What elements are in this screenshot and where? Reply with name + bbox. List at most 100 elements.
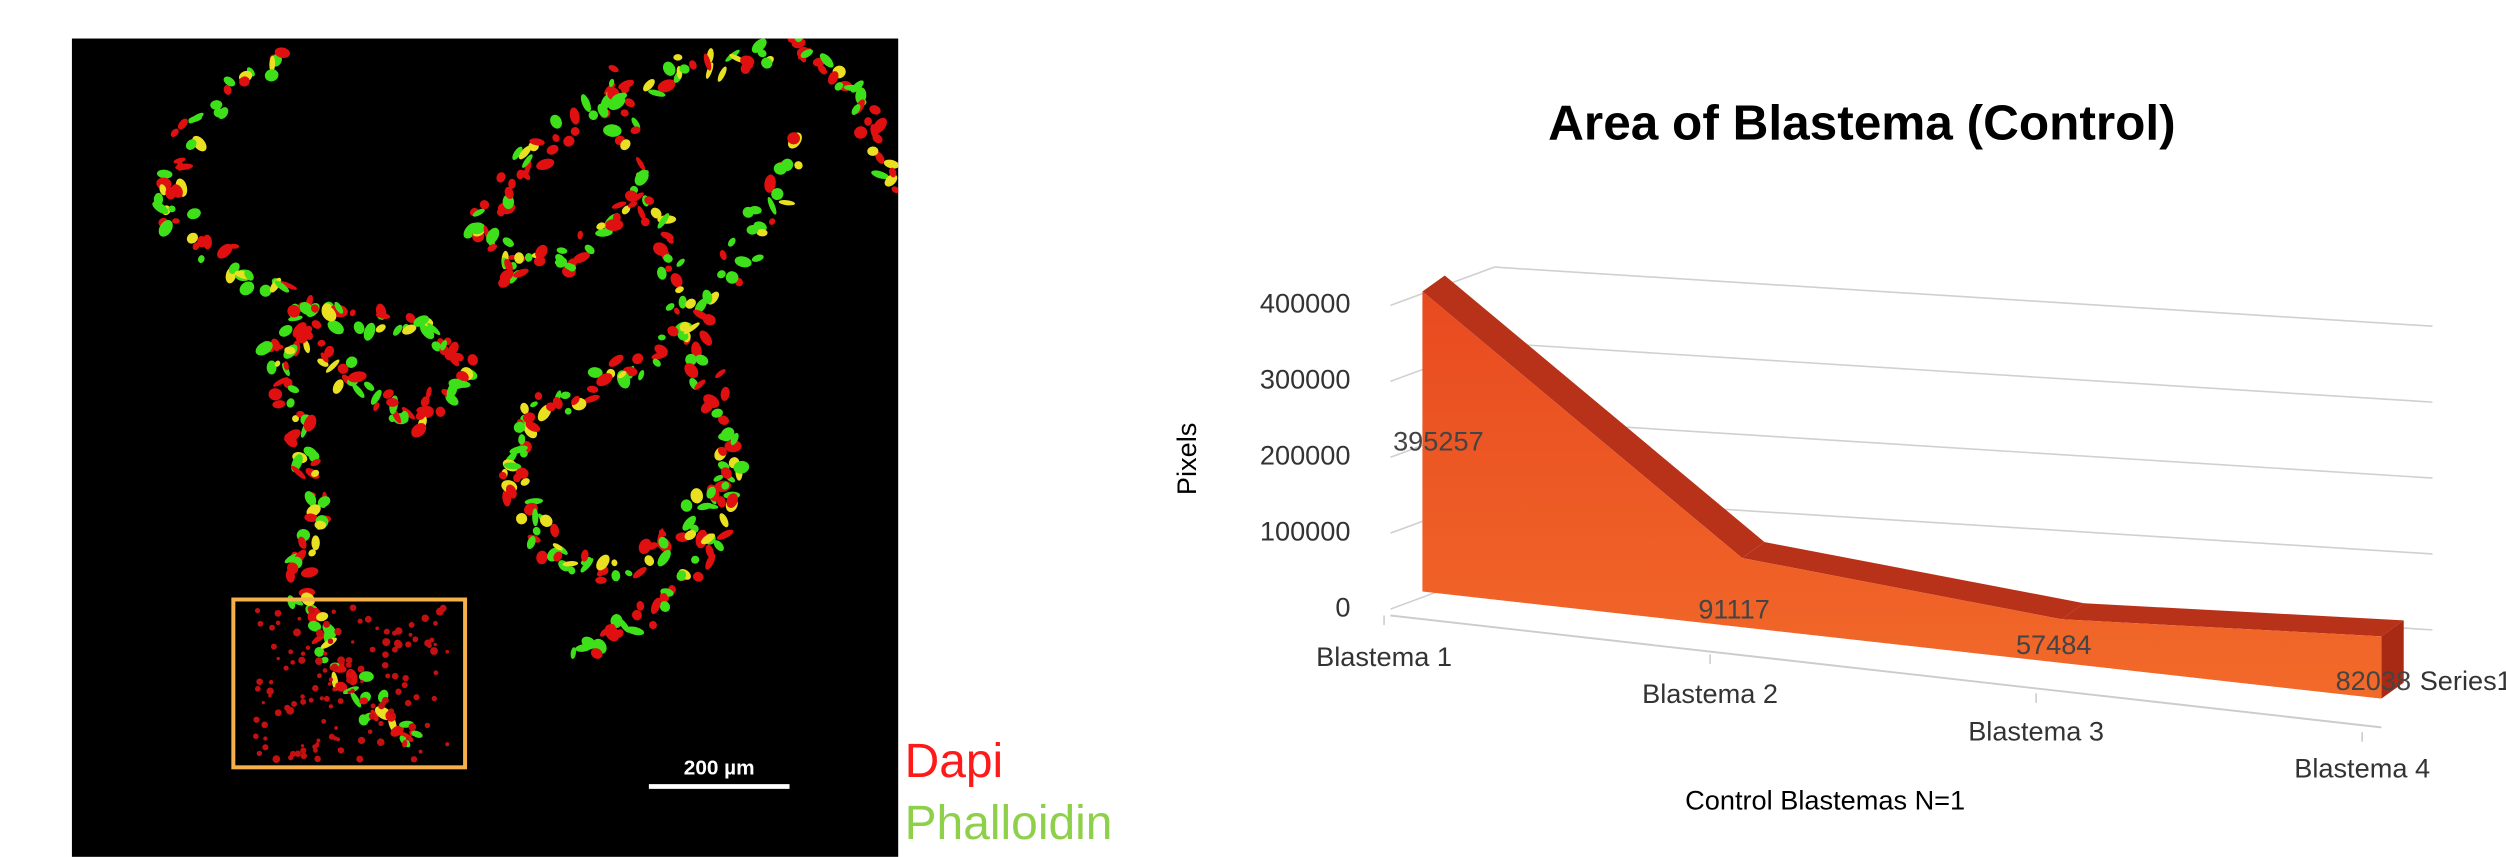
tissue-speck — [402, 682, 408, 688]
page: {"image": {"scale_bar": "200 µm", "label… — [0, 0, 2506, 857]
tissue-speck — [375, 627, 379, 631]
tissue-speck — [409, 633, 413, 637]
x-tick-label: Blastema 1 — [1316, 641, 1452, 672]
tissue-speck — [312, 744, 317, 749]
tissue-speck — [385, 673, 390, 678]
tissue-speck — [323, 668, 328, 673]
tissue-speck — [309, 698, 314, 703]
y-tick-label: 200000 — [1260, 439, 1351, 470]
tissue-speck — [405, 641, 411, 647]
tissue-speck — [311, 535, 319, 550]
tissue-speck — [329, 678, 333, 682]
tissue-speck — [382, 651, 389, 658]
tissue-speck — [392, 673, 399, 680]
tissue-speck — [358, 619, 363, 624]
tissue-speck — [673, 54, 682, 60]
tissue-speck — [268, 694, 271, 697]
y-tick-label: 300000 — [1260, 364, 1351, 395]
tissue-speck — [262, 744, 268, 750]
tissue-speck — [272, 755, 280, 763]
tissue-speck — [429, 638, 434, 643]
tissue-speck — [338, 698, 344, 704]
tissue-speck — [377, 738, 385, 746]
value-label: 395257 — [1393, 425, 1484, 456]
tissue-speck — [381, 701, 386, 706]
tissue-speck — [595, 577, 606, 584]
tissue-speck — [358, 737, 365, 744]
area-front-face — [1422, 291, 2381, 698]
tissue-speck — [300, 699, 306, 705]
tissue-speck — [445, 650, 449, 654]
x-axis-label: Control Blastemas N=1 — [1685, 785, 1965, 816]
tissue-speck — [288, 755, 293, 760]
tissue-speck — [432, 696, 437, 701]
y-tick-label: 100000 — [1260, 515, 1351, 546]
tissue-speck — [348, 691, 351, 694]
tissue-speck — [324, 696, 330, 702]
tissue-speck — [412, 636, 418, 642]
tissue-speck — [253, 733, 259, 739]
tissue-speck — [263, 736, 267, 740]
y-axis-label: Pixels — [1171, 423, 1202, 495]
tissue-speck — [392, 630, 397, 635]
x-tick-label: Blastema 3 — [1968, 715, 2104, 746]
tissue-speck — [271, 644, 277, 650]
tissue-speck — [408, 723, 416, 731]
tissue-speck — [409, 622, 415, 628]
tissue-speck — [316, 629, 324, 637]
tissue-speck — [388, 708, 394, 714]
y-tick-label: 0 — [1335, 591, 1350, 622]
tissue-speck — [315, 657, 323, 665]
tissue-speck — [301, 652, 305, 656]
tissue-speck — [369, 713, 375, 719]
tissue-speck — [394, 640, 402, 648]
tissue-speck — [360, 680, 363, 683]
tissue-speck — [321, 719, 326, 724]
tissue-speck — [411, 756, 417, 762]
tissue-speck — [334, 628, 341, 635]
tissue-speck — [306, 646, 311, 651]
tissue-speck — [406, 737, 410, 741]
legend-label: Series1 — [2420, 665, 2506, 696]
tissue-speck — [328, 682, 332, 686]
tissue-speck — [291, 701, 297, 707]
tissue-speck — [290, 660, 295, 665]
tissue-speck — [337, 656, 345, 664]
tissue-speck — [382, 662, 389, 669]
tissue-speck — [433, 643, 436, 646]
tissue-speck — [402, 675, 408, 681]
tissue-speck — [275, 610, 282, 617]
tissue-speck — [255, 686, 261, 692]
tissue-speck — [356, 756, 363, 763]
tissue-speck — [419, 750, 423, 754]
tissue-speck — [328, 638, 334, 644]
tissue-speck — [348, 670, 351, 673]
tissue-speck — [261, 722, 268, 729]
tissue-speck — [300, 748, 306, 754]
tissue-speck — [269, 680, 273, 684]
tissue-speck — [317, 673, 322, 678]
tissue-speck — [332, 687, 337, 692]
tissue-speck — [308, 607, 315, 614]
tissue-speck — [365, 616, 372, 623]
grid-line — [1494, 267, 2432, 326]
tissue-speck — [314, 756, 320, 762]
tissue-speck — [413, 694, 419, 700]
tissue-speck — [312, 685, 318, 691]
tissue-speck — [392, 647, 398, 653]
tissue-speck — [371, 703, 376, 708]
tissue-speck — [378, 721, 383, 726]
tissue-speck — [257, 751, 262, 756]
tissue-speck — [316, 739, 320, 743]
tissue-speck — [395, 689, 401, 695]
x-tick-label: Blastema 2 — [1642, 678, 1778, 709]
tissue-speck — [393, 714, 396, 717]
tissue-speck — [275, 709, 282, 716]
stain-label: Phalloidin — [905, 797, 1113, 850]
tissue-speck — [256, 678, 263, 685]
tissue-speck — [293, 629, 301, 637]
value-label: 57484 — [2016, 629, 2092, 660]
tissue-speck — [333, 736, 337, 740]
tissue-speck — [298, 657, 305, 664]
tissue-speck — [346, 677, 352, 683]
